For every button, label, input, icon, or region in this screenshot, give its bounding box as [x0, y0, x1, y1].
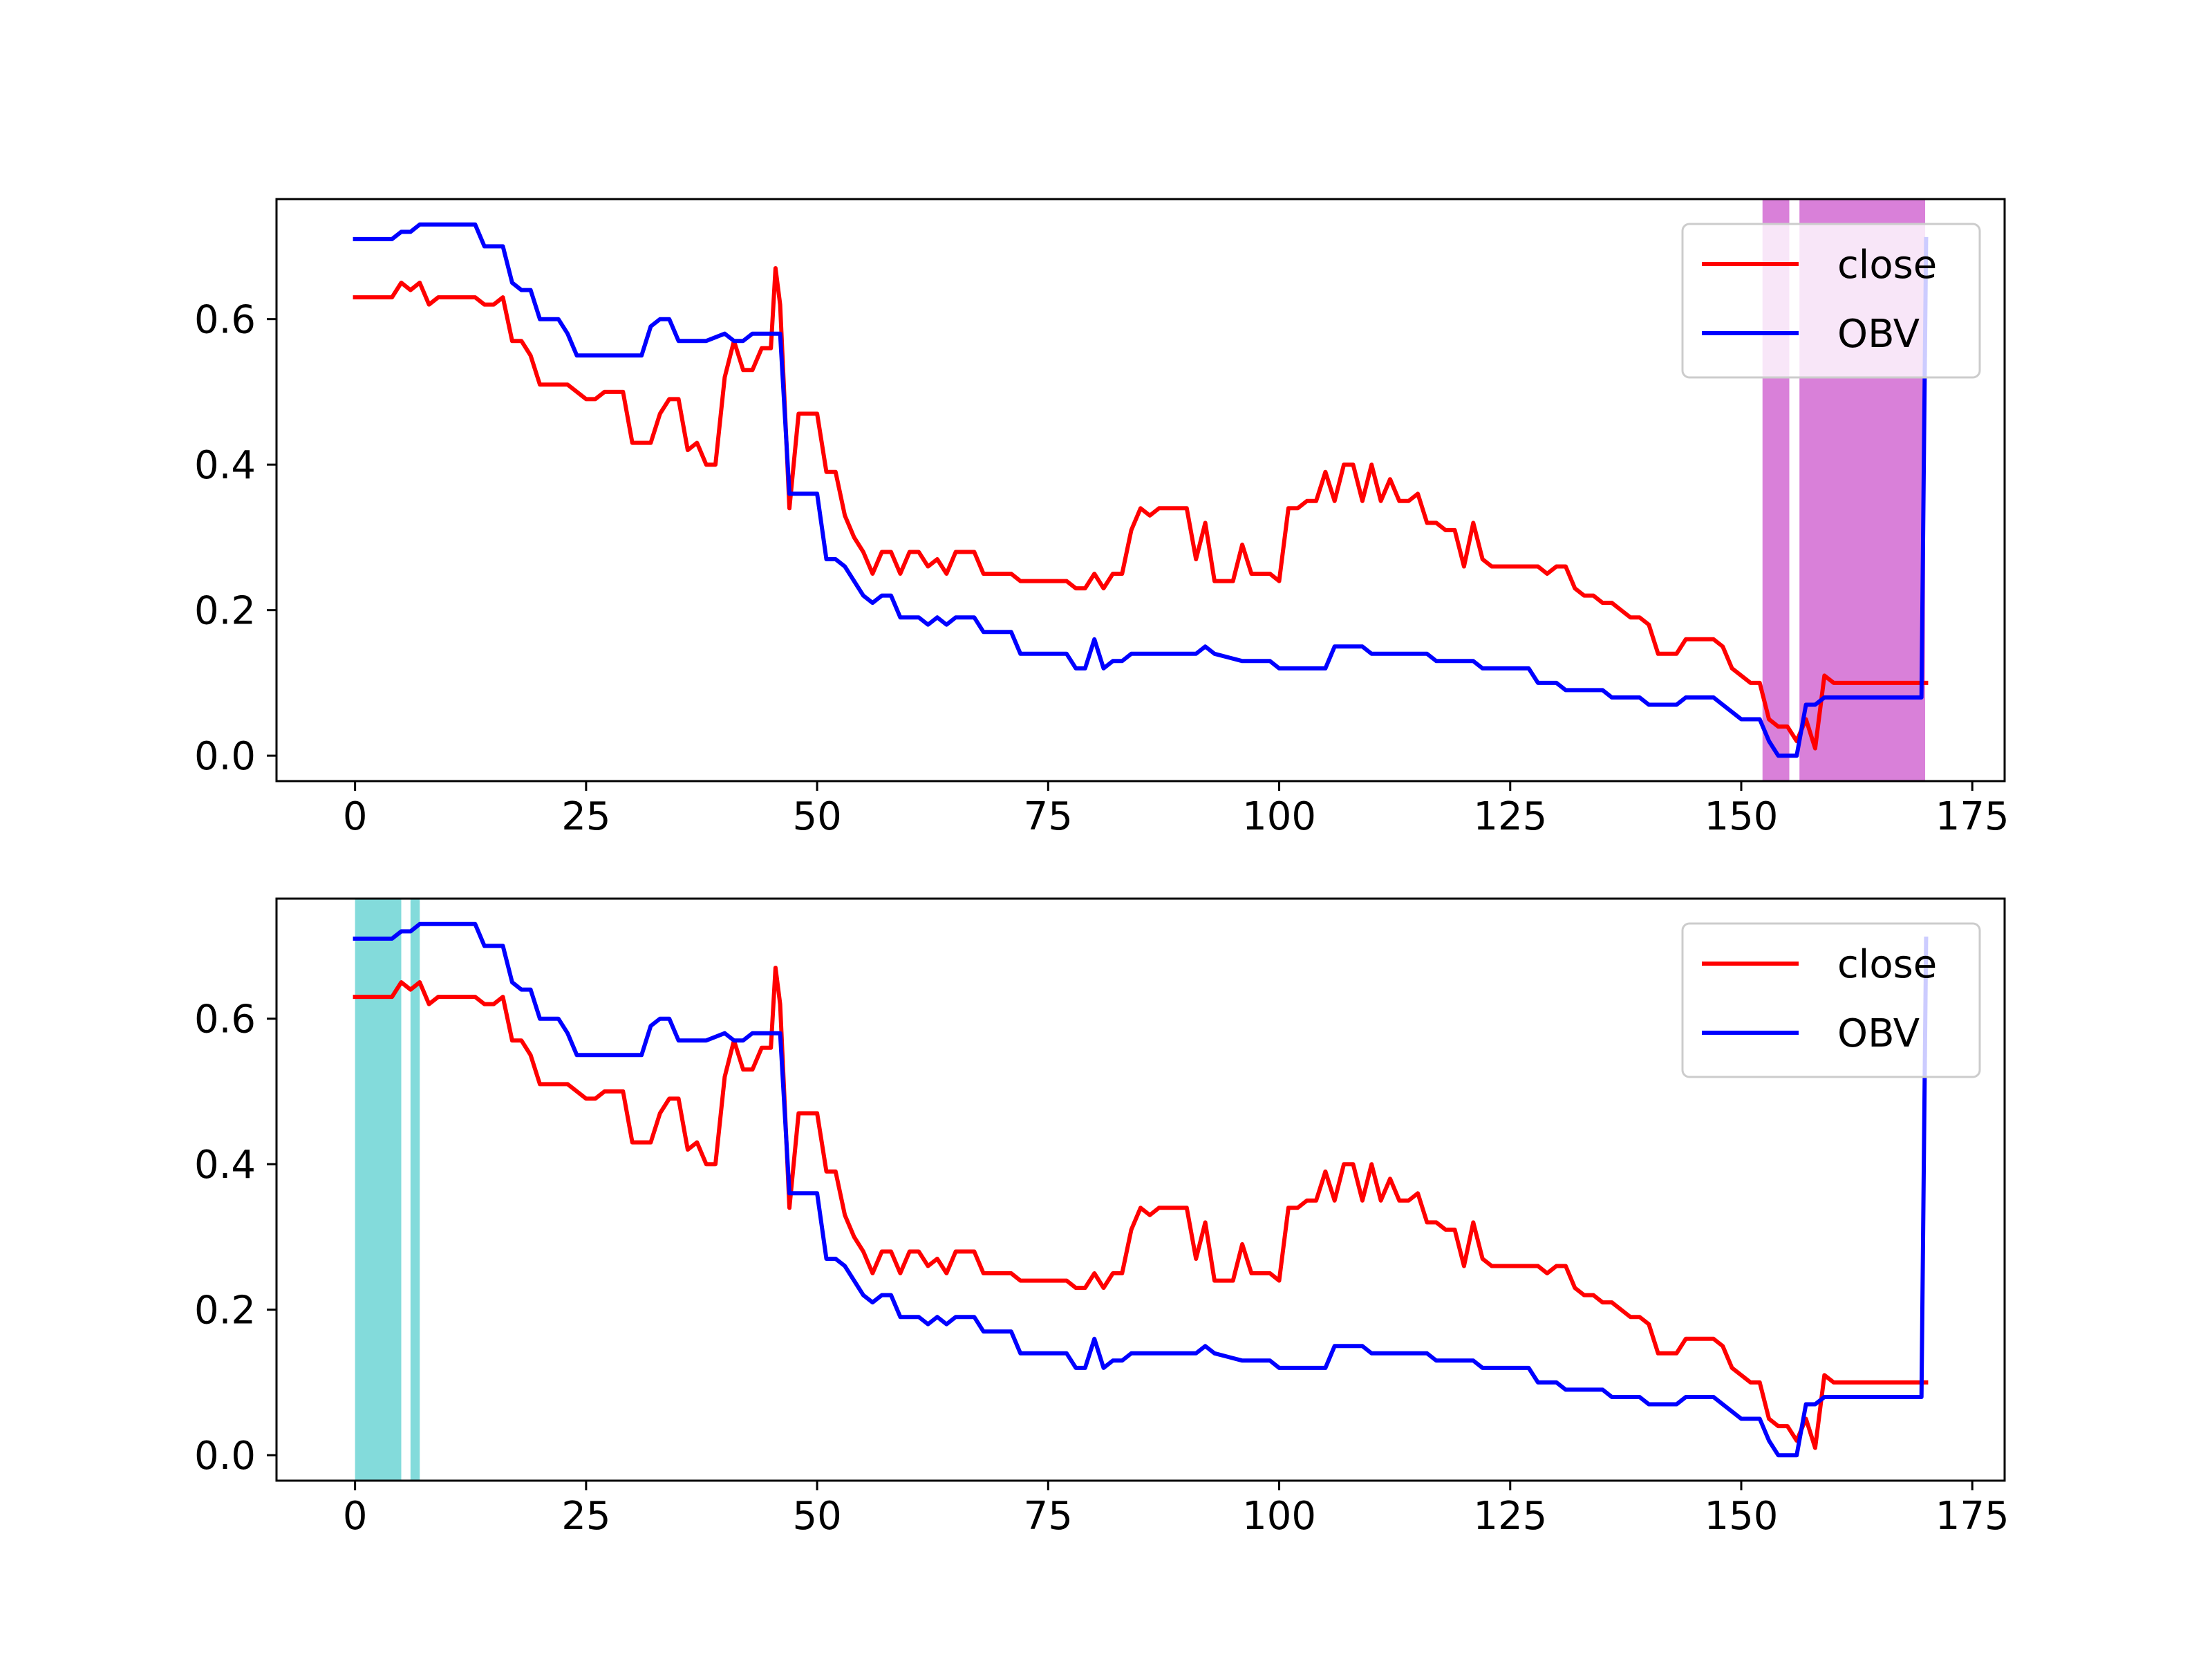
series-line-close: [353, 266, 1929, 751]
y-tick-label: 0.0: [194, 1434, 256, 1479]
x-tick-label: 0: [343, 1494, 368, 1539]
shaded-span: [355, 899, 402, 1481]
x-tick-label: 175: [1936, 1494, 2009, 1539]
y-tick-label: 0.0: [194, 734, 256, 779]
axes-frame: [275, 897, 2006, 1482]
legend-label-obv: OBV: [1837, 312, 1920, 357]
series-group: [353, 921, 1929, 1458]
x-tick-label: 50: [792, 794, 841, 839]
legend-label-close: close: [1837, 942, 1937, 987]
x-tick-label: 100: [1242, 1494, 1316, 1539]
y-tick-label: 0.2: [194, 1288, 256, 1333]
legend-label-obv: OBV: [1837, 1011, 1920, 1056]
y-tick-label: 0.6: [194, 298, 256, 343]
x-tick-label: 75: [1024, 1494, 1073, 1539]
x-tick-label: 25: [561, 1494, 610, 1539]
legend: close OBV: [1681, 922, 1981, 1078]
x-tick-label: 75: [1024, 794, 1073, 839]
x-tick-label: 125: [1473, 794, 1547, 839]
x-tick-label: 175: [1936, 794, 2009, 839]
series-line-close: [353, 966, 1929, 1450]
y-tick-label: 0.2: [194, 589, 256, 634]
chart-1: 0 25 50 75 100 125 150 175 0.0 0.2 0.4 0.6 close OBV: [194, 198, 2009, 839]
series-line-obv: [353, 222, 1929, 758]
x-tick-label: 25: [561, 794, 610, 839]
x-tick-label: 0: [343, 794, 368, 839]
x-tick-label: 150: [1705, 794, 1779, 839]
chart-2: 0 25 50 75 100 125 150 175 0.0 0.2 0.4 0.6 close OBV: [194, 897, 2009, 1539]
y-tick-label: 0.4: [194, 1143, 256, 1188]
y-tick-label: 0.6: [194, 997, 256, 1042]
y-tick-label: 0.4: [194, 443, 256, 488]
axes-frame: [275, 198, 2006, 782]
x-tick-label: 100: [1242, 794, 1316, 839]
shaded-span: [410, 899, 420, 1481]
legend-label-close: close: [1837, 243, 1937, 288]
x-tick-label: 125: [1473, 1494, 1547, 1539]
x-tick-label: 150: [1705, 1494, 1779, 1539]
legend: close OBV: [1681, 223, 1981, 379]
series-group: [353, 222, 1929, 758]
x-tick-label: 50: [792, 1494, 841, 1539]
series-line-obv: [353, 921, 1929, 1458]
